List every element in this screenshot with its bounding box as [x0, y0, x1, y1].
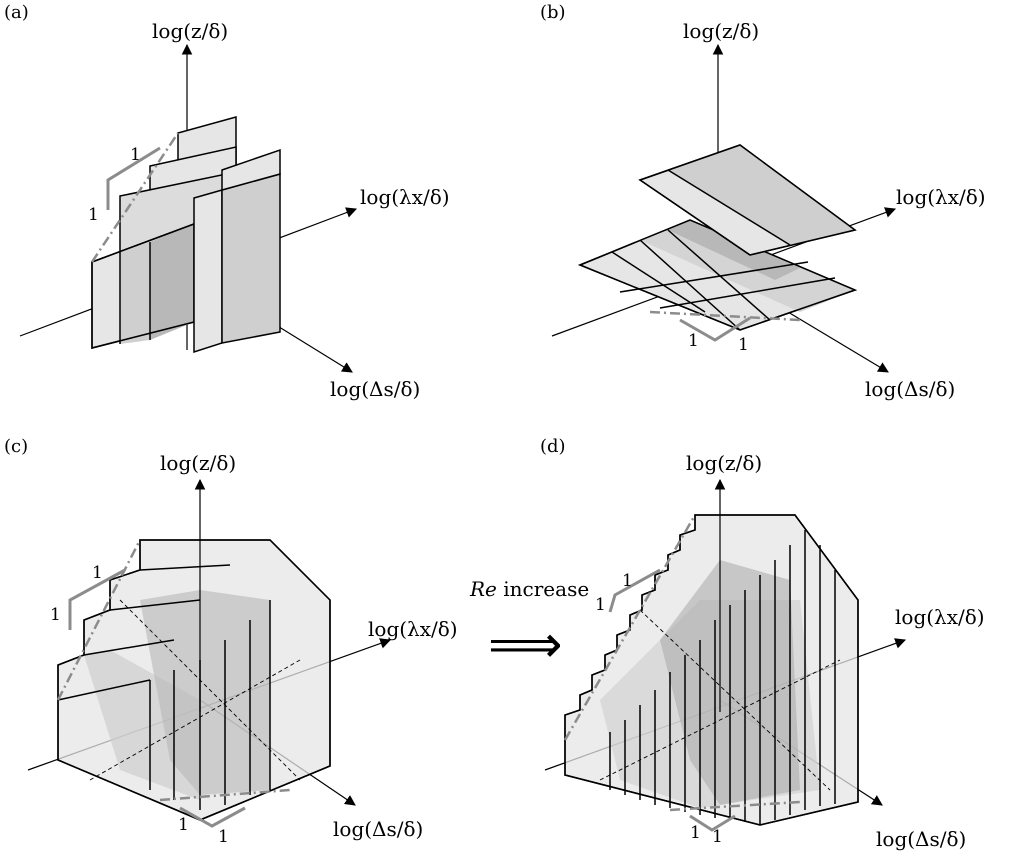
slope-h-d: 1	[622, 571, 633, 591]
slope-v-a: 1	[88, 205, 99, 225]
base-bracket-d	[689, 814, 736, 832]
deltas-label-a: log(Δs/δ)	[330, 377, 420, 401]
lambda-label-c: log(λx/δ)	[368, 617, 458, 641]
plane-a-5b	[221, 173, 281, 344]
sheet-b-div2	[639, 239, 741, 331]
slope-h-a: 1	[130, 145, 141, 165]
panel-b: (b) 1 1 log(z/δ) log(λx/δ) log(Δs/δ)	[540, 2, 986, 401]
z-label-a: log(z/δ)	[152, 19, 228, 43]
slope-v-c: 1	[50, 605, 61, 625]
c-step3	[109, 599, 201, 611]
plane-a-5top	[221, 148, 281, 191]
block-c-outline	[57, 539, 331, 821]
base-h-c: 1	[178, 815, 189, 835]
lambda-label-a: log(λx/δ)	[360, 185, 450, 209]
panel-c-label: (c)	[4, 436, 28, 457]
sheet-b-div4	[619, 261, 809, 293]
slope-h-b: 1	[688, 331, 699, 351]
panel-a-label: (a)	[4, 2, 29, 23]
slope-bracket-a	[106, 146, 161, 210]
slope-v-b: 1	[738, 335, 749, 355]
panel-b-label: (b)	[540, 2, 566, 23]
sheet-b-div3	[667, 229, 771, 321]
sheet-b-lower-outline	[578, 219, 858, 331]
sheet-b-div5	[659, 277, 836, 309]
deltas-label-c: log(Δs/δ)	[333, 817, 423, 841]
slope-line-b	[649, 310, 801, 322]
base-line-c	[159, 788, 291, 802]
base-v-d: 1	[712, 827, 723, 847]
z-label-b: log(z/δ)	[683, 19, 759, 43]
sheet-b-upper-div	[667, 169, 791, 246]
c-step2	[83, 639, 175, 656]
base-line-d	[669, 800, 801, 812]
lambda-label-b: log(λx/δ)	[896, 185, 986, 209]
panel-c: (c) 1 1 1 1 log(z/δ) log(λx/δ) log(Δs/δ)	[4, 436, 458, 847]
panel-d: (d) 1	[540, 436, 985, 851]
plane-a-4-band1	[120, 242, 150, 344]
block-c-core	[140, 590, 270, 795]
re-increase-arrow: Re increase ⟹	[469, 577, 589, 675]
c-step4	[139, 564, 231, 571]
panel-a: (a) 1 1 log(z/δ) log(λx/δ) log(Δs/δ)	[4, 2, 450, 401]
deltas-label-d: log(Δs/δ)	[876, 827, 966, 851]
panel-d-label: (d)	[540, 436, 566, 457]
c-dash2	[119, 599, 301, 781]
block-d-outline	[564, 514, 859, 826]
d-dash1	[599, 659, 841, 781]
sheet-b-upper-mid	[668, 145, 855, 245]
base-h-d: 1	[690, 823, 701, 843]
slope-v-d: 1	[595, 595, 606, 615]
plane-a-5a	[193, 189, 223, 354]
lambda-label-d: log(λx/δ)	[895, 605, 985, 629]
slope-bracket-d	[608, 568, 661, 613]
slope-bracket-b	[679, 316, 751, 342]
sheet-b-upper-outline	[638, 144, 857, 256]
slope-line-c	[56, 539, 142, 701]
sheet-b-div1	[611, 251, 706, 313]
z-label-c: log(z/δ)	[160, 451, 236, 475]
base-v-c: 1	[218, 827, 229, 847]
slope-bracket-c	[68, 568, 126, 630]
re-increase-text: Re increase	[469, 577, 589, 601]
sheet-b-lower-dark	[668, 220, 800, 280]
plane-a-4-band2	[150, 224, 194, 340]
d-dash2	[639, 609, 831, 791]
slope-line-d	[563, 514, 697, 741]
slope-line-a	[90, 132, 180, 263]
c-step1	[57, 679, 151, 701]
implies-arrow: ⟹	[488, 615, 563, 675]
slope-h-c: 1	[92, 563, 103, 583]
z-label-d: log(z/δ)	[686, 451, 762, 475]
c-dash1	[89, 659, 301, 781]
deltas-label-b: log(Δs/δ)	[865, 377, 955, 401]
base-bracket-c	[179, 806, 246, 828]
